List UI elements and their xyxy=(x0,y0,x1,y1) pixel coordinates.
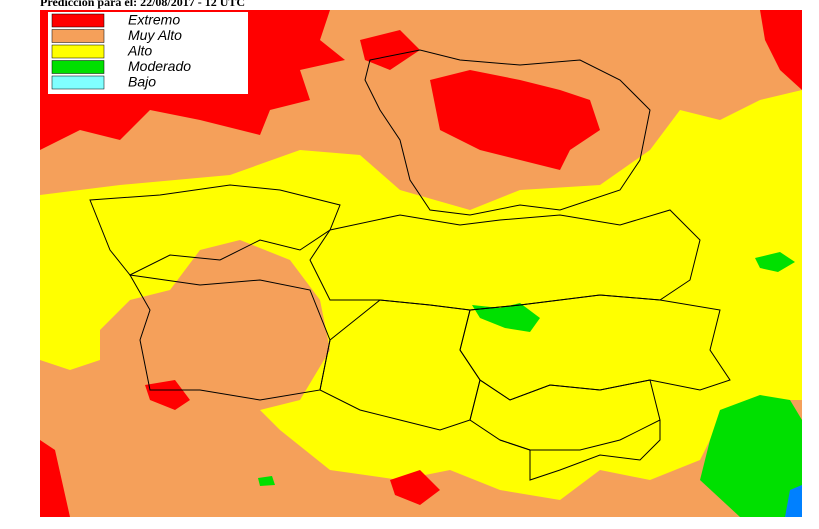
risk-area xyxy=(145,380,190,410)
legend-swatch xyxy=(51,75,105,90)
province-borders xyxy=(89,49,731,481)
risk-area xyxy=(40,440,70,517)
risk-area xyxy=(472,303,540,332)
map xyxy=(40,10,802,517)
risk-area xyxy=(760,10,802,90)
risk-area xyxy=(258,476,275,486)
risk-area xyxy=(700,395,802,517)
legend-label: Bajo xyxy=(128,74,156,90)
legend-label: Alto xyxy=(127,43,152,59)
map-title: Predicción para el: 22/08/2017 - 12 UTC xyxy=(40,0,245,9)
legend-label: Moderado xyxy=(128,58,191,74)
risk-area xyxy=(390,470,440,505)
legend-swatch xyxy=(51,29,105,43)
legend-swatch xyxy=(51,13,105,28)
risk-area xyxy=(785,485,802,517)
legend-label: Extremo xyxy=(128,12,180,28)
legend-swatch xyxy=(51,44,105,59)
risk-area xyxy=(360,30,420,70)
risk-area xyxy=(755,252,795,272)
legend-label: Muy Alto xyxy=(128,27,182,43)
risk-area xyxy=(430,70,600,170)
legend-swatch xyxy=(51,60,105,74)
